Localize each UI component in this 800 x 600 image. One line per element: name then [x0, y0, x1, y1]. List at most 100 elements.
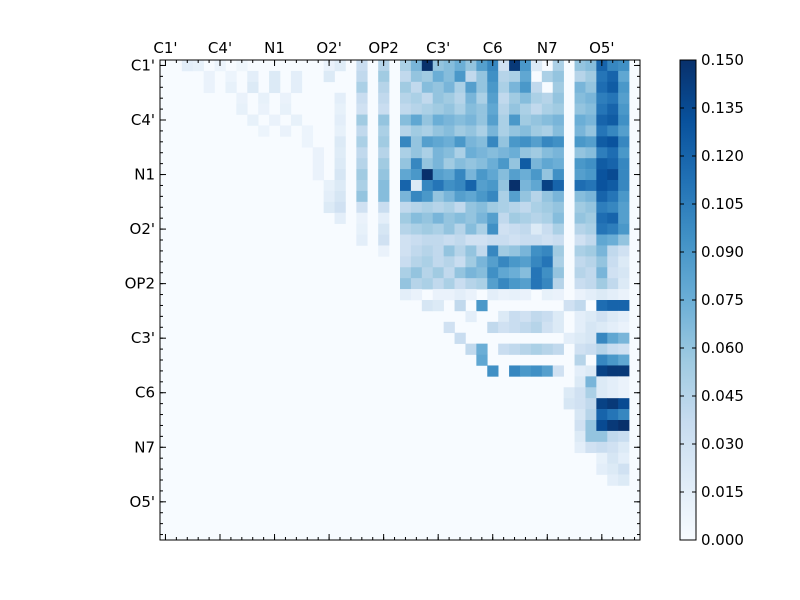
heatmap-cell	[607, 343, 619, 355]
heatmap-cell	[618, 289, 630, 301]
heatmap-cell	[432, 158, 444, 170]
heatmap-cell	[607, 365, 619, 377]
heatmap-cell	[530, 201, 543, 214]
heatmap-cell	[498, 147, 510, 159]
heatmap-cell	[607, 245, 619, 257]
heatmap-cell	[574, 169, 586, 181]
heatmap-cell	[585, 376, 597, 388]
heatmap-cell	[465, 212, 477, 224]
heatmap-cell	[585, 147, 597, 159]
heatmap-cell	[334, 114, 346, 126]
heatmap-cell	[509, 212, 521, 224]
heatmap-cell	[443, 70, 455, 83]
heatmap-cell	[574, 267, 586, 279]
heatmap-cell	[487, 201, 499, 214]
heatmap-cell	[530, 267, 543, 279]
heatmap-cell	[356, 223, 368, 235]
x-tick-label: C3'	[426, 39, 450, 57]
heatmap-cell	[574, 310, 586, 323]
heatmap-cell	[585, 409, 597, 421]
heatmap-cell	[410, 278, 423, 290]
heatmap-cell	[498, 223, 510, 235]
heatmap-cell	[596, 430, 608, 443]
heatmap-cell	[596, 409, 608, 421]
heatmap-cell	[236, 103, 248, 115]
heatmap-cell	[334, 190, 346, 203]
heatmap-cell	[498, 158, 510, 170]
heatmap-cell	[421, 234, 434, 246]
heatmap-cell	[574, 114, 586, 126]
heatmap-cell	[618, 310, 630, 323]
heatmap-cell	[530, 256, 543, 268]
heatmap-cell	[596, 70, 608, 83]
heatmap-cell	[476, 169, 488, 181]
heatmap-cell	[498, 267, 510, 279]
heatmap-cell	[520, 365, 532, 377]
heatmap-cell	[585, 365, 597, 377]
heatmap-cell	[476, 190, 488, 203]
heatmap-cell	[585, 267, 597, 279]
heatmap-cell	[596, 354, 608, 366]
heatmap-cell	[618, 474, 630, 486]
heatmap-cell	[400, 180, 412, 192]
heatmap-cell	[618, 81, 630, 94]
heatmap-cell	[498, 278, 510, 290]
heatmap-cell	[421, 125, 434, 137]
heatmap-cell	[607, 234, 619, 246]
heatmap-cell	[400, 201, 412, 214]
heatmap-cell	[410, 180, 423, 192]
heatmap-cell	[574, 398, 586, 410]
heatmap-cell	[607, 169, 619, 181]
heatmap-cell	[356, 234, 368, 246]
heatmap-cell	[574, 136, 586, 148]
heatmap-cell	[585, 136, 597, 148]
heatmap-cell	[247, 70, 259, 83]
heatmap-cell	[378, 147, 390, 159]
heatmap-cell	[498, 212, 510, 224]
heatmap-cell	[530, 310, 543, 323]
heatmap-cell	[443, 212, 455, 224]
heatmap-cell	[618, 463, 630, 475]
heatmap-cell	[400, 125, 412, 137]
heatmap-cell	[487, 125, 499, 137]
heatmap-cell	[509, 60, 521, 72]
heatmap-cell	[476, 343, 488, 355]
heatmap-cell	[410, 158, 423, 170]
heatmap-cell	[443, 147, 455, 159]
heatmap-cell	[520, 103, 532, 115]
heatmap-cell	[410, 212, 423, 224]
heatmap-cell	[574, 376, 586, 388]
heatmap-cell	[509, 180, 521, 192]
heatmap-cell	[443, 223, 455, 235]
heatmap-cell	[618, 343, 630, 355]
heatmap-cell	[530, 169, 543, 181]
heatmap-cell	[400, 289, 412, 301]
heatmap-cell	[443, 201, 455, 214]
heatmap-cell	[487, 321, 499, 334]
heatmap-cell	[378, 103, 390, 115]
heatmap-cell	[607, 474, 619, 486]
heatmap-cell	[541, 147, 554, 159]
heatmap-cell	[378, 114, 390, 126]
heatmap-cell	[541, 136, 554, 148]
heatmap-cell	[356, 70, 368, 83]
heatmap-cell	[618, 278, 630, 290]
heatmap-cell	[323, 201, 335, 214]
heatmap-cell	[607, 136, 619, 148]
heatmap-cell	[487, 180, 499, 192]
heatmap-cell	[465, 234, 477, 246]
heatmap-cell	[421, 180, 434, 192]
heatmap-cell	[618, 190, 630, 203]
heatmap-cell	[509, 169, 521, 181]
heatmap-cell	[552, 158, 564, 170]
heatmap-cell	[476, 180, 488, 192]
heatmap-cell	[596, 267, 608, 279]
heatmap-cell	[290, 70, 303, 83]
heatmap-cell	[574, 387, 586, 399]
heatmap-cell	[476, 300, 488, 312]
heatmap-cell	[487, 278, 499, 290]
heatmap-cell	[520, 256, 532, 268]
heatmap-cell	[356, 169, 368, 181]
heatmap-cell	[520, 136, 532, 148]
heatmap-cell	[465, 158, 477, 170]
